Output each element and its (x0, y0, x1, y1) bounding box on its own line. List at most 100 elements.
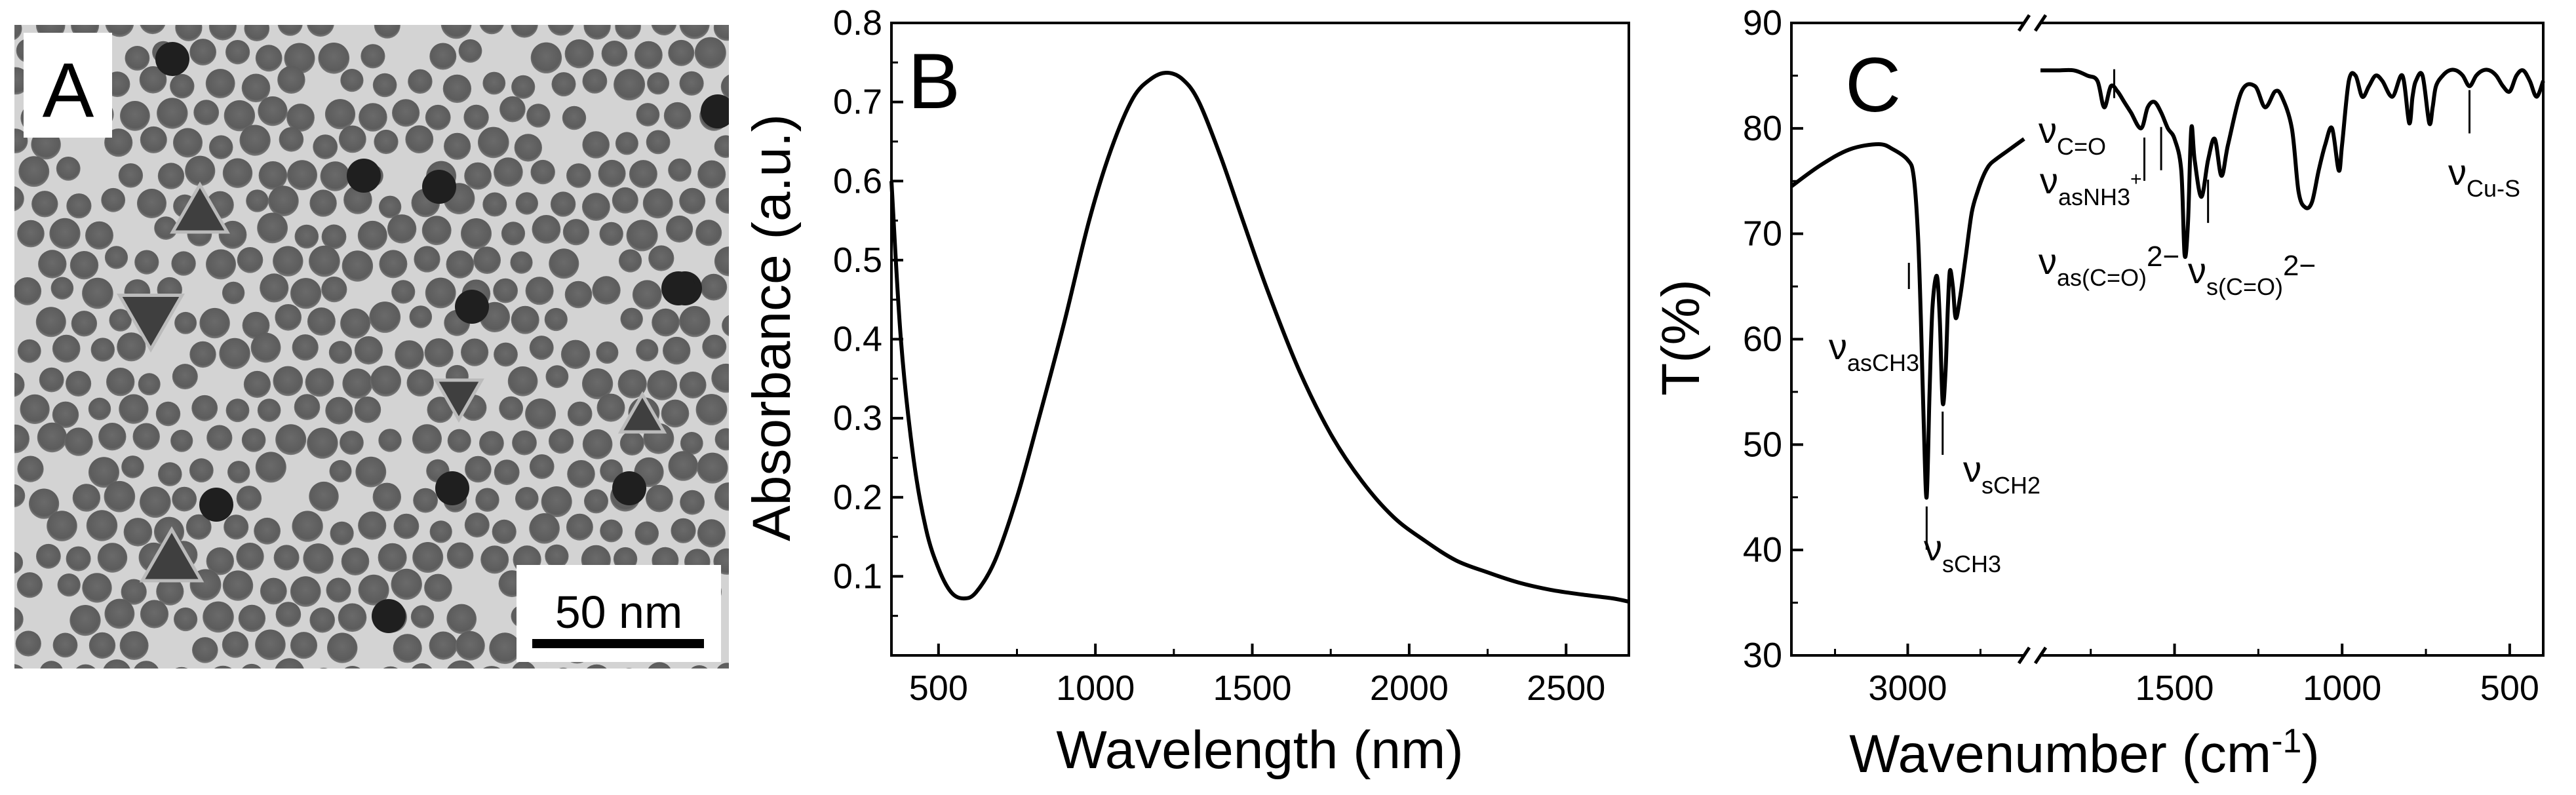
nanoparticle (679, 187, 706, 214)
nanoparticle (663, 102, 692, 130)
nanoparticle (120, 101, 150, 131)
nanoparticle (526, 104, 551, 128)
dark-nanoparticle (422, 170, 456, 204)
triangular-nanoplate (617, 391, 667, 434)
nanoparticle (541, 486, 572, 517)
nanoparticle (529, 513, 560, 544)
nanoparticle (549, 248, 579, 279)
nanoparticle (208, 25, 237, 41)
nanoparticle (64, 427, 93, 456)
nanoparticle (208, 135, 233, 159)
nanoparticle (446, 604, 477, 634)
nanoparticle (700, 273, 728, 301)
nanoparticle (717, 663, 729, 669)
nanoparticle (369, 301, 401, 333)
panel-b: B 500 1000 1500 2000 2500 0.1 0.2 0.3 0.4 0.5 0.6 0… (742, 3, 1630, 780)
nanoparticle (720, 74, 729, 99)
nanoparticle (305, 368, 334, 397)
nanoparticle (85, 221, 113, 250)
nanoparticle (275, 424, 307, 456)
nanoparticle (171, 251, 196, 276)
nanoparticle (626, 220, 658, 252)
nanoparticle (652, 308, 680, 337)
x-tick-label: 1000 (2303, 669, 2381, 708)
nanoparticle (255, 45, 283, 72)
nanoparticle (405, 125, 434, 154)
nanoparticle (598, 159, 626, 187)
nanoparticle (475, 488, 499, 512)
nanoparticle (157, 163, 185, 189)
dark-nanoparticle (612, 471, 646, 505)
nanoparticle (425, 104, 451, 130)
nanoparticle (734, 578, 764, 608)
nanoparticle (104, 246, 128, 269)
nanoparticle (29, 488, 60, 519)
nanoparticle (444, 132, 471, 160)
nanoparticle (137, 189, 166, 218)
nanoparticle (244, 25, 270, 41)
nanoparticle (275, 304, 302, 331)
nanoparticle (358, 511, 387, 540)
nanoparticle (214, 665, 232, 669)
nanoparticle (71, 311, 98, 337)
nanoparticle (18, 156, 50, 187)
nanoparticle (40, 661, 63, 669)
nanoparticle (596, 393, 625, 422)
nanoparticle (66, 370, 92, 397)
nanoparticle (303, 543, 334, 574)
triangular-nanoplate (139, 526, 205, 583)
nanoparticle (189, 458, 214, 483)
nanoparticle (294, 224, 319, 249)
nanoparticle (722, 315, 729, 336)
nanoparticle (134, 661, 159, 669)
nanoparticle (327, 632, 358, 663)
nanoparticle (260, 577, 287, 605)
nanoparticle (354, 336, 383, 365)
nanoparticle (14, 664, 24, 669)
nanoparticle (76, 664, 96, 669)
nanoparticle (615, 25, 641, 40)
y-tick-label: 0.6 (833, 161, 882, 201)
nanoparticle (119, 394, 149, 424)
nanoparticle (479, 25, 504, 35)
nanoparticle (294, 394, 321, 420)
nanoparticle (582, 193, 610, 221)
panel-a: A 50 nm (14, 25, 764, 669)
nanoparticle (132, 423, 160, 450)
nanoparticle (421, 216, 452, 246)
nanoparticle (501, 222, 526, 246)
nanoparticle (255, 452, 286, 483)
nanoparticle (170, 429, 193, 452)
nanoparticle (88, 397, 111, 421)
y-tick-label: 0.7 (833, 83, 882, 122)
nanoparticle (14, 25, 22, 41)
nanoparticle (98, 423, 127, 451)
panel-c: C 3000 1500 1000 500 30 40 50 60 70 80 90 νC=OνasN… (1651, 3, 2545, 784)
nanoparticle (321, 277, 347, 303)
nanoparticle (512, 430, 537, 456)
nanoparticle (290, 278, 322, 309)
nanoparticle (711, 363, 729, 393)
nanoparticle (651, 25, 677, 35)
nanoparticle (49, 218, 81, 249)
scale-bar-label: 50 nm (555, 587, 683, 638)
nanoparticle (549, 429, 574, 454)
nanoparticle (582, 131, 610, 159)
nanoparticle (532, 215, 561, 244)
nanoparticle (56, 157, 81, 181)
nanoparticle (424, 573, 452, 602)
nanoparticle (290, 632, 318, 659)
nanoparticle (465, 456, 492, 483)
nanoparticle (619, 249, 642, 273)
nanoparticle (338, 125, 366, 153)
nanoparticle (406, 369, 434, 397)
nanoparticle (372, 482, 401, 511)
nanoparticle (446, 542, 474, 570)
nanoparticle (206, 425, 233, 451)
nanoparticle (290, 576, 321, 607)
nanoparticle (732, 637, 760, 666)
nanoparticle (372, 73, 397, 98)
nanoparticle (254, 517, 281, 545)
nanoparticle (36, 543, 61, 569)
axis-break-mark (2033, 646, 2048, 665)
